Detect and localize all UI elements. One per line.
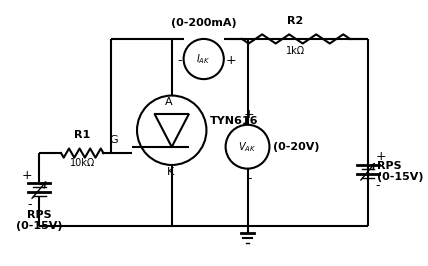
Text: R1: R1 [74, 130, 90, 140]
Text: TYN616: TYN616 [210, 116, 259, 126]
Text: $I_{AK}$: $I_{AK}$ [196, 52, 211, 66]
Text: (0-20V): (0-20V) [273, 142, 320, 152]
Text: R2: R2 [287, 16, 303, 26]
Text: +: + [375, 150, 386, 163]
Text: +: + [226, 54, 236, 67]
Text: -: - [247, 172, 252, 185]
Text: 1kΩ: 1kΩ [286, 46, 306, 56]
Text: G: G [110, 135, 118, 145]
Text: A: A [164, 97, 172, 107]
Text: -: - [375, 180, 380, 193]
Text: -: - [27, 198, 32, 211]
Text: $V_{AK}$: $V_{AK}$ [238, 140, 257, 153]
Text: -: - [177, 54, 182, 67]
Text: RPS
(0-15V): RPS (0-15V) [16, 210, 62, 231]
Text: +: + [244, 108, 255, 121]
Text: (0-200mA): (0-200mA) [171, 18, 237, 28]
Text: K: K [167, 167, 175, 177]
Text: +: + [21, 168, 32, 181]
Text: RPS
(0-15V): RPS (0-15V) [377, 161, 424, 182]
Text: 10kΩ: 10kΩ [70, 158, 95, 168]
